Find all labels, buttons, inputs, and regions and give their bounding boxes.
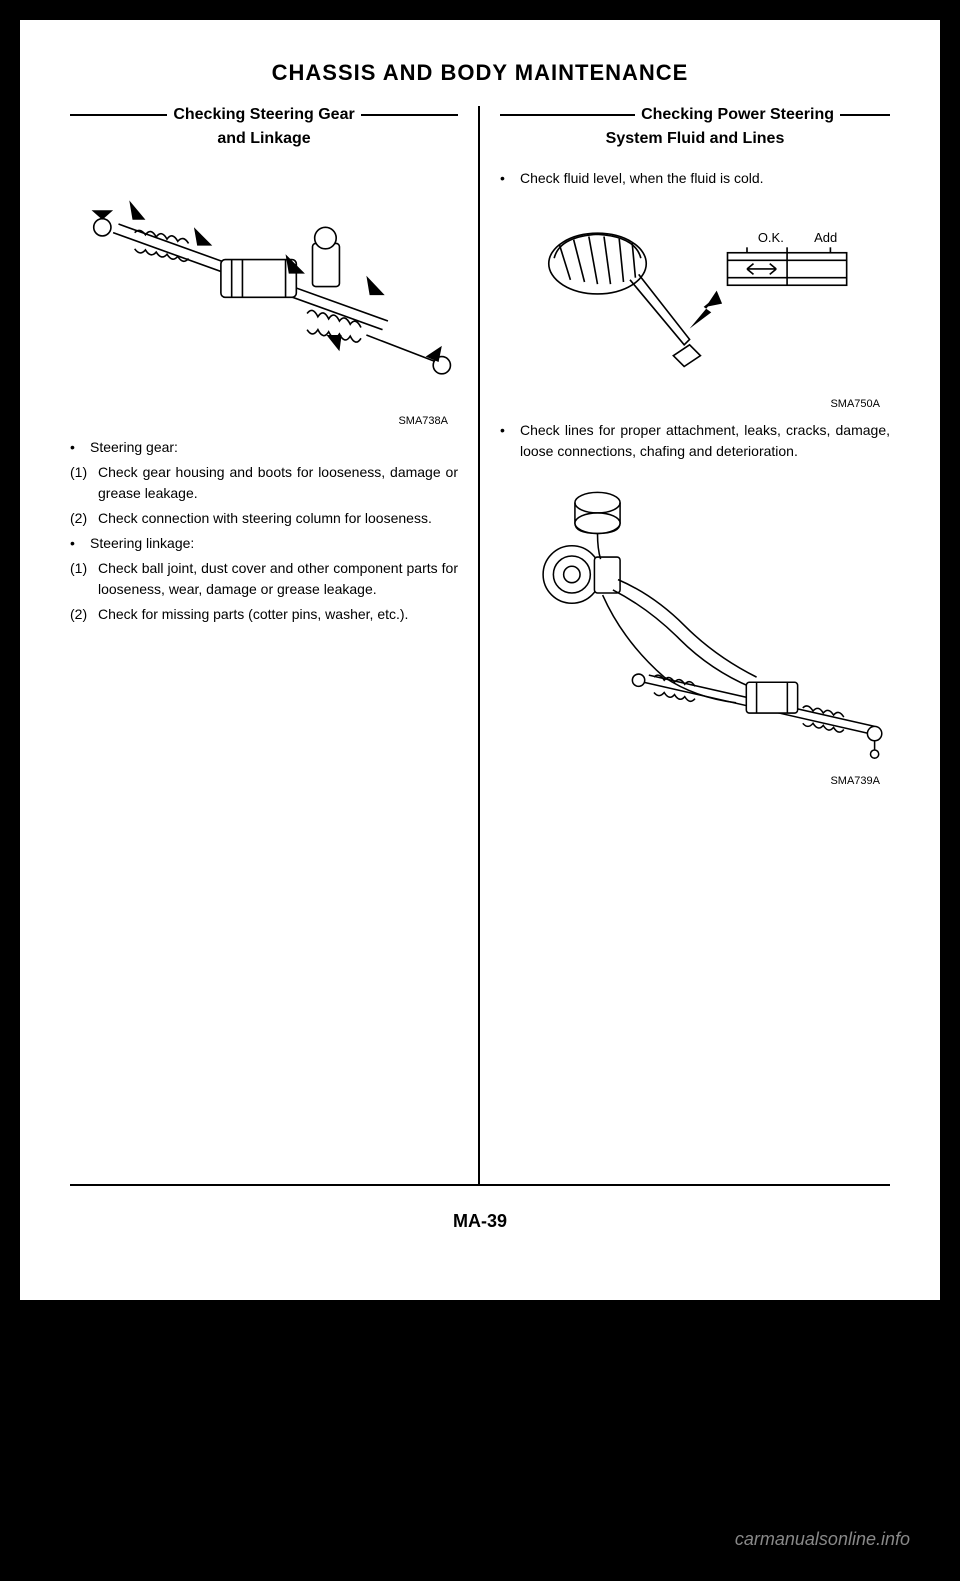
list-text: Check gear housing and boots for loosene… [98,462,458,504]
dipstick-diagram: O.K. Add [500,204,890,388]
list-num: (1) [70,462,98,504]
left-column: Checking Steering Gear and Linkage [70,106,480,1184]
right-content-1: • Check fluid level, when the fluid is c… [500,168,890,189]
bullet-text: Check lines for proper attachment, leaks… [520,420,890,462]
list-text: Check connection with steering column fo… [98,508,458,529]
right-title: Checking Power Steering [635,106,840,124]
list-num: (2) [70,508,98,529]
steering-rack-diagram [70,168,458,405]
bullet-text: Steering linkage: [90,533,458,554]
steering-gear-figure: SMA738A [70,168,458,427]
page-number: MA-39 [70,1211,890,1232]
left-section-header: Checking Steering Gear [70,106,458,124]
bullet-text: Check fluid level, when the fluid is col… [520,168,890,189]
right-column: Checking Power Steering System Fluid and… [480,106,890,1184]
add-label: Add [814,230,837,245]
list-text: Check for missing parts (cotter pins, wa… [98,604,458,625]
watermark: carmanualsonline.info [735,1529,910,1550]
fig-caption-left-1: SMA738A [70,415,458,427]
list-num: (1) [70,558,98,600]
list-text: Check ball joint, dust cover and other c… [98,558,458,600]
power-steering-figure: SMA739A [500,477,890,786]
page-title: CHASSIS AND BODY MAINTENANCE [70,60,890,86]
bullet-icon: • [500,168,520,189]
content-columns: Checking Steering Gear and Linkage [70,106,890,1186]
bullet-icon: • [70,437,90,458]
list-num: (2) [70,604,98,625]
left-title: Checking Steering Gear [167,106,360,124]
left-subtitle: and Linkage [70,130,458,148]
bullet-text: Steering gear: [90,437,458,458]
ok-label: O.K. [758,230,784,245]
fig-caption-right-2: SMA739A [500,775,890,787]
right-section-header: Checking Power Steering [500,106,890,124]
fig-caption-right-1: SMA750A [500,398,890,410]
dipstick-figure: O.K. Add SMA750A [500,204,890,410]
power-steering-diagram [500,477,890,764]
bullet-icon: • [500,420,520,462]
right-subtitle: System Fluid and Lines [500,130,890,148]
left-content: • Steering gear: (1) Check gear housing … [70,437,458,625]
right-content-2: • Check lines for proper attachment, lea… [500,420,890,462]
bullet-icon: • [70,533,90,554]
